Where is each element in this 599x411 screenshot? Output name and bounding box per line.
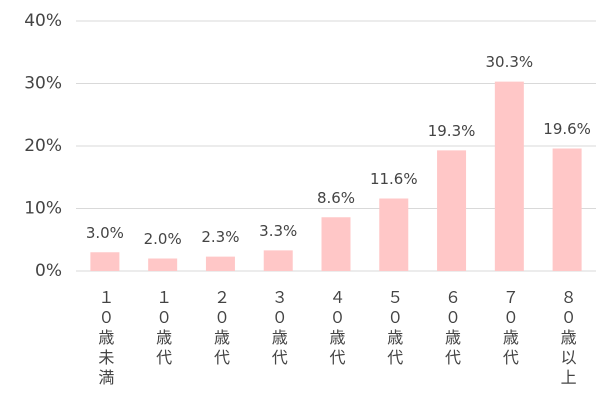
- x-tick-label: １０歳代: [153, 289, 172, 369]
- bar: [205, 256, 235, 271]
- value-label: 8.6%: [317, 189, 355, 207]
- value-label: 30.3%: [486, 53, 534, 71]
- value-label: 3.3%: [259, 222, 297, 240]
- bar: [321, 217, 351, 271]
- x-tick-label: ６０歳代: [442, 289, 461, 369]
- y-tick-label: 40%: [24, 11, 62, 31]
- x-tick-label: ３０歳代: [269, 289, 288, 369]
- y-tick-label: 20%: [24, 136, 62, 156]
- bar: [437, 150, 467, 271]
- value-label: 2.3%: [201, 228, 239, 246]
- bar: [494, 81, 524, 271]
- y-tick-label: 30%: [24, 74, 62, 94]
- y-tick-label: 0%: [35, 261, 62, 281]
- x-tick-label: １０歳未満: [95, 289, 114, 389]
- y-tick-label: 10%: [24, 199, 62, 219]
- bar: [263, 250, 293, 271]
- x-tick-label: ５０歳代: [384, 289, 403, 369]
- x-tick-label: ２０歳代: [211, 289, 230, 369]
- value-label: 2.0%: [144, 230, 182, 248]
- bar: [552, 148, 582, 271]
- value-label: 19.6%: [543, 120, 591, 138]
- bar: [379, 198, 409, 271]
- value-label: 11.6%: [370, 170, 418, 188]
- x-tick-label: ７０歳代: [500, 289, 519, 369]
- x-tick-label: ４０歳代: [327, 289, 346, 369]
- value-label: 3.0%: [86, 224, 124, 242]
- x-tick-label: ８０歳以上: [558, 289, 577, 389]
- bar: [90, 252, 120, 271]
- value-label: 19.3%: [428, 122, 476, 140]
- bar: [148, 258, 178, 271]
